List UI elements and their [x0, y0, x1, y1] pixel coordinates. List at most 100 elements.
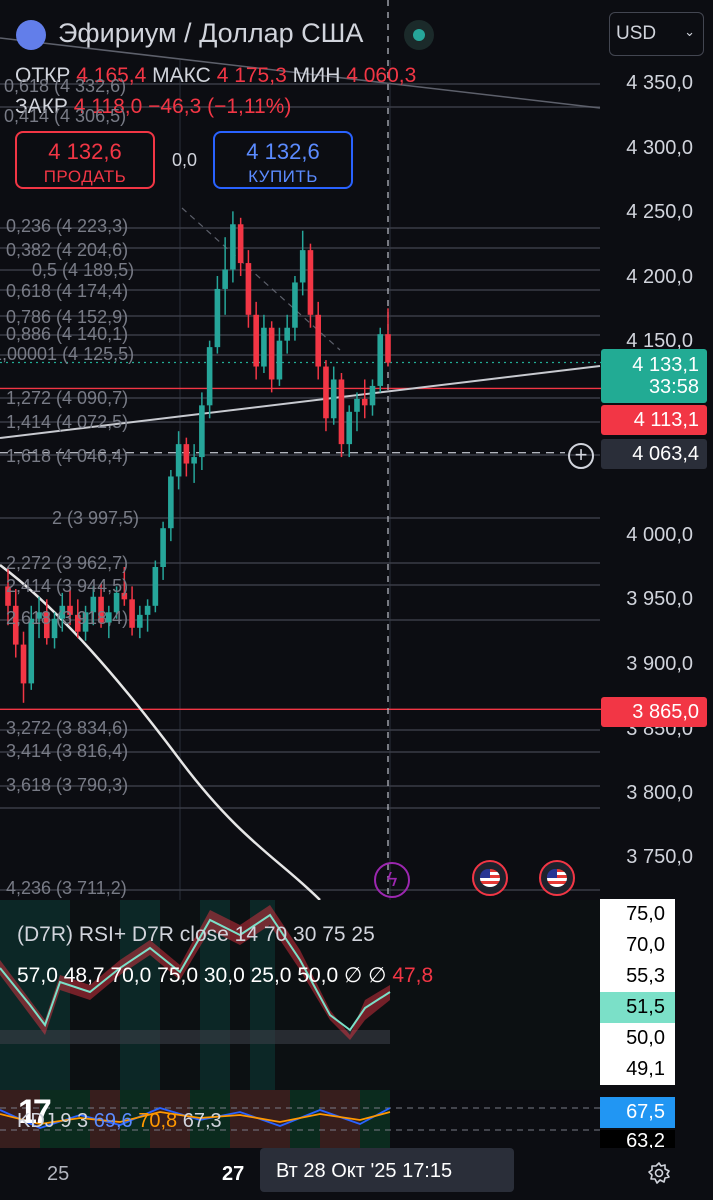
candle-body [113, 592, 120, 613]
sell-label: ПРОДАТЬ [43, 167, 127, 186]
rsi-cloud [0, 905, 390, 1040]
candle-body [268, 327, 275, 380]
fib-label: 2,618 (3 918,4) [6, 608, 129, 628]
candle-body [129, 599, 135, 628]
rsi-line [0, 913, 391, 1032]
candle-body [98, 596, 104, 623]
sell-price: 4 132,6 [48, 139, 122, 164]
currency-label: USD [616, 23, 657, 44]
price-axis-label: 4 250,0 [626, 201, 693, 223]
candle-body [121, 592, 128, 600]
settings-gear-icon[interactable] [647, 1161, 671, 1185]
fib-label: 0,618 (4 332,6) [4, 76, 127, 96]
alert-price-tag[interactable]: 3 865,0 [601, 697, 707, 727]
candle-body [377, 334, 384, 386]
fib-label: 0,886 (4 140,1) [6, 324, 129, 344]
market-open-dot-icon [404, 20, 434, 50]
high-value: 4 175,3 [216, 64, 287, 87]
candle-body [43, 612, 50, 639]
rsi-value: ∅ [368, 964, 387, 987]
candle-body [299, 250, 306, 283]
candle-body [28, 618, 35, 684]
candle-body [12, 605, 19, 645]
candle-body [385, 334, 391, 363]
candle-body [137, 614, 143, 628]
buy-button[interactable]: 4 132,6 КУПИТЬ [213, 131, 353, 189]
candle-body [261, 327, 267, 367]
trend-line-dashed [181, 207, 341, 351]
candle-body [330, 379, 337, 419]
price-axis-label: 4 000,0 [626, 524, 693, 546]
fib-label: 0,414 (4 306,5) [4, 106, 127, 126]
low-label: МИН [292, 64, 341, 87]
candle-body [338, 379, 345, 445]
fib-label: 0,236 (4 223,3) [6, 216, 129, 236]
fib-label: 3,414 (3 816,4) [6, 741, 129, 761]
candle-body [245, 263, 252, 315]
plus-circle-icon[interactable]: + [568, 443, 594, 469]
candle-body [206, 347, 213, 406]
candle-body [168, 476, 174, 529]
candle-body [90, 596, 97, 613]
ohlc-row-1: ОТКР 4 165,4 МАКС 4 175,3 МИН 4 060,3 [15, 64, 416, 88]
candle-body [191, 457, 197, 464]
fib-label: 0,618 (4 174,4) [6, 281, 129, 301]
fib-label: 0,382 (4 204,6) [6, 240, 129, 260]
candle-body [307, 250, 314, 315]
rsi-indicator-values: 57,0 48,7 70,0 75,0 30,0 25,0 50,0 ∅ ∅ 4… [17, 963, 433, 988]
kdj-indicator[interactable]: KDJ 9 3 69,6 70,8 67,3 [17, 1110, 222, 1133]
rsi-scale-label: 51,5 [600, 992, 675, 1023]
price-axis-label: 4 150,0 [626, 330, 693, 352]
rsi-indicator-title[interactable]: (D7R) RSI+ D7R close 14 70 30 75 25 [17, 923, 375, 946]
close-label: ЗАКР [15, 95, 68, 118]
rsi-value: ∅ [344, 964, 363, 987]
sell-button[interactable]: 4 132,6 ПРОДАТЬ [15, 131, 155, 189]
rsi-value: 30,0 [203, 964, 245, 987]
trend-line [0, 37, 601, 109]
rsi-zone-band [120, 900, 160, 1090]
us-flag-icon[interactable] [472, 860, 508, 896]
candle-body [214, 288, 221, 348]
price-axis-label: 4 200,0 [626, 266, 693, 288]
candle-body [152, 567, 159, 606]
red-price-tag: 4 113,1 [601, 405, 707, 435]
rsi-zone-band [250, 900, 275, 1090]
candle-body [5, 586, 11, 606]
buy-label: КУПИТЬ [248, 167, 318, 186]
candle-body [144, 605, 151, 615]
time-cursor-text: Вт 28 Окт '25 17:15 [276, 1160, 453, 1182]
fib-label: 1,00001 (4 125,5) [0, 344, 135, 364]
fib-label: 0,786 (4 152,9) [6, 307, 129, 327]
trend-line [0, 365, 601, 439]
rsi-value: 70,0 [110, 964, 152, 987]
buy-price: 4 132,6 [246, 139, 320, 164]
kdj-label: KDJ 9 3 [17, 1110, 89, 1132]
fib-label: 2,414 (3 944,5) [6, 576, 129, 596]
price-axis-label: 3 950,0 [626, 588, 693, 610]
candle-body [106, 612, 112, 623]
bar-countdown: 33:58 [648, 376, 699, 398]
kdj-j-value: 67,3 [182, 1110, 222, 1132]
kdj-d-value: 70,8 [138, 1110, 178, 1132]
fib-label: 2,272 (3 962,7) [6, 553, 129, 573]
us-flag-icon[interactable] [539, 860, 575, 896]
open-value: 4 165,4 [76, 64, 147, 87]
chevron-down-icon: ⌄ [684, 24, 695, 39]
high-label: МАКС [152, 64, 211, 87]
fib-label: 3,272 (3 834,6) [6, 718, 129, 738]
rsi-zone-band [0, 900, 70, 1090]
candle-body [361, 398, 368, 406]
rsi-mid-band [0, 1030, 390, 1044]
candle-body [199, 405, 205, 458]
lightning-icon[interactable]: ϟ [374, 862, 410, 898]
currency-select-button[interactable]: USD ⌄ [609, 12, 704, 56]
fib-label: 0,5 (4 189,5) [32, 260, 135, 280]
candle-body [59, 605, 66, 619]
fib-label: 1,272 (4 090,7) [6, 388, 129, 408]
fib-label: 3,618 (3 790,3) [6, 775, 129, 795]
ethereum-icon [16, 20, 46, 50]
symbol-title[interactable]: Эфириум / Доллар США [58, 18, 364, 48]
rsi-scale-label: 75,0 [600, 899, 675, 930]
candle-body [284, 327, 290, 341]
